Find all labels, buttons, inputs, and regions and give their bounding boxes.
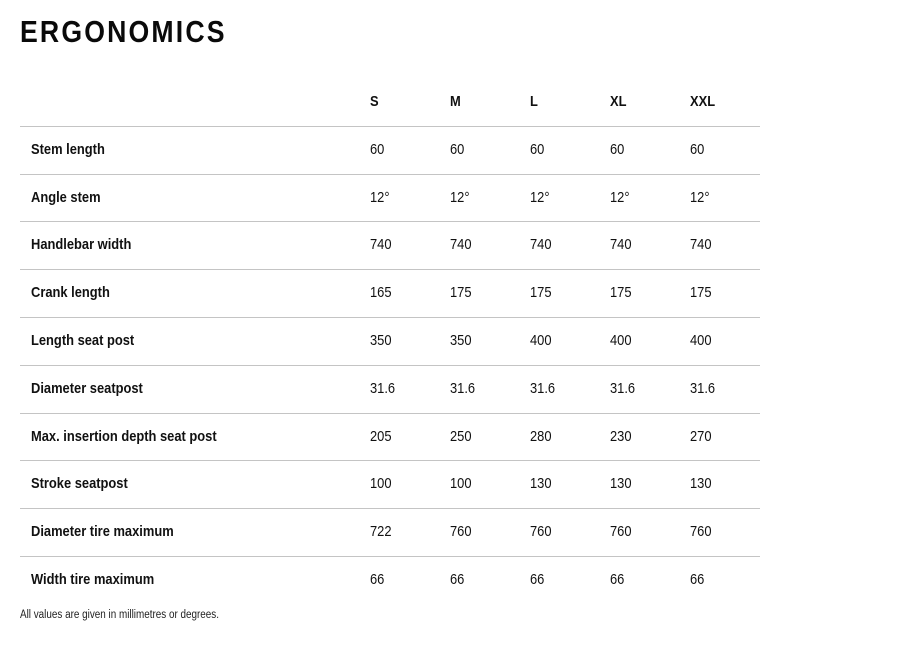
row-label: Stem length [31,140,105,158]
table-cell: 760 [450,523,472,541]
table-row: Angle stem 12° 12° 12° 12° 12° [20,175,760,223]
column-header: M [450,93,461,110]
table-cell: 250 [450,427,472,445]
table-cell: 722 [370,523,392,541]
table-cell: 12° [610,188,630,206]
table-cell: 31.6 [450,379,476,397]
table-cell: 760 [690,523,712,541]
row-label: Diameter tire maximum [31,523,174,541]
table-cell: 60 [610,140,625,158]
column-header: S [370,93,379,110]
table-cell: 760 [610,523,632,541]
table-cell: 31.6 [690,379,716,397]
table-cell: 175 [690,284,712,302]
table-cell: 400 [690,331,712,349]
table-cell: 130 [530,475,552,493]
table-cell: 66 [530,570,545,588]
table-cell: 760 [530,523,552,541]
table-cell: 66 [690,570,705,588]
footnote: All values are given in millimetres or d… [20,609,219,621]
table-cell: 130 [690,475,712,493]
table-cell: 12° [450,188,470,206]
page-title: ERGONOMICS [20,14,227,49]
table-cell: 60 [450,140,465,158]
table-cell: 130 [610,475,632,493]
table-row: Length seat post 350 350 400 400 400 [20,318,760,366]
table-cell: 12° [690,188,710,206]
table-cell: 175 [610,284,632,302]
table-cell: 165 [370,284,392,302]
table-row: Handlebar width 740 740 740 740 740 [20,222,760,271]
table-cell: 230 [610,427,632,445]
table-row: Width tire maximum 66 66 66 66 66 [20,557,760,604]
row-label: Handlebar width [31,236,132,254]
table-cell: 66 [610,570,625,588]
column-header: XL [610,93,627,110]
table-cell: 400 [530,331,552,349]
table-cell: 31.6 [530,379,556,397]
ergonomics-table: S M L XL XXL Stem length 60 60 60 60 60 Angle … [20,79,760,604]
table-header-row: S M L XL XXL [20,79,760,127]
row-label: Width tire maximum [31,570,155,588]
table-row: Stroke seatpost 100 100 130 130 130 [20,461,760,510]
table-row: Crank length 165 175 175 175 175 [20,270,760,318]
row-label: Angle stem [31,188,101,206]
table-cell: 740 [530,236,552,254]
table-cell: 280 [530,427,552,445]
row-label: Stroke seatpost [31,475,128,493]
table-cell: 12° [370,188,390,206]
table-cell: 60 [690,140,705,158]
table-cell: 66 [450,570,465,588]
table-row: Diameter seatpost 31.6 31.6 31.6 31.6 31.6 [20,366,760,414]
table-cell: 400 [610,331,632,349]
table-row: Stem length 60 60 60 60 60 [20,127,760,175]
table-cell: 740 [610,236,632,254]
table-cell: 740 [690,236,712,254]
table-cell: 350 [370,331,392,349]
table-cell: 100 [450,475,472,493]
column-header: XXL [690,93,716,110]
table-cell: 66 [370,570,385,588]
row-label: Crank length [31,284,110,302]
table-cell: 270 [690,427,712,445]
table-cell: 205 [370,427,392,445]
table-cell: 175 [450,284,472,302]
table-cell: 100 [370,475,392,493]
table-row: Max. insertion depth seat post 205 250 280 2… [20,414,760,462]
row-label: Length seat post [31,331,135,349]
row-label: Diameter seatpost [31,379,143,397]
table-cell: 60 [530,140,545,158]
table-cell: 175 [530,284,552,302]
column-header: L [530,93,538,110]
table-cell: 60 [370,140,385,158]
table-row: Diameter tire maximum 722 760 760 760 760 [20,509,760,557]
table-cell: 740 [450,236,472,254]
table-cell: 740 [370,236,392,254]
table-cell: 12° [530,188,550,206]
table-cell: 31.6 [370,379,396,397]
row-label: Max. insertion depth seat post [31,427,217,445]
table-cell: 31.6 [610,379,636,397]
table-cell: 350 [450,331,472,349]
